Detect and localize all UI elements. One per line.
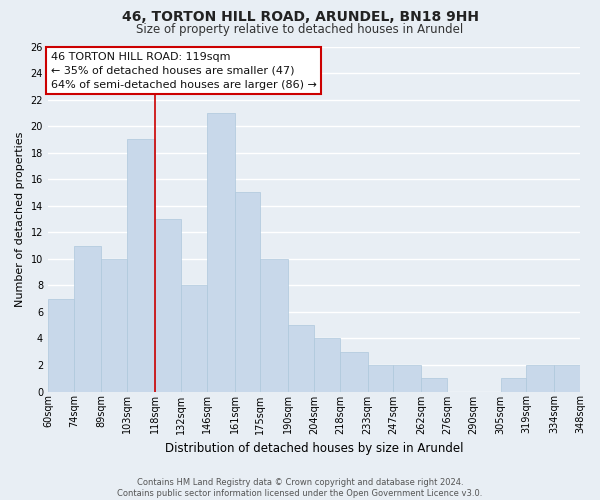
- Bar: [394, 365, 421, 392]
- Bar: [526, 365, 554, 392]
- Bar: [500, 378, 526, 392]
- Bar: [101, 259, 127, 392]
- X-axis label: Distribution of detached houses by size in Arundel: Distribution of detached houses by size …: [165, 442, 463, 455]
- Bar: [48, 298, 74, 392]
- Bar: [314, 338, 340, 392]
- Bar: [181, 286, 207, 392]
- Bar: [554, 365, 580, 392]
- Text: 46 TORTON HILL ROAD: 119sqm
← 35% of detached houses are smaller (47)
64% of sem: 46 TORTON HILL ROAD: 119sqm ← 35% of det…: [50, 52, 316, 90]
- Bar: [368, 365, 394, 392]
- Bar: [260, 259, 288, 392]
- Text: Size of property relative to detached houses in Arundel: Size of property relative to detached ho…: [136, 22, 464, 36]
- Bar: [288, 325, 314, 392]
- Bar: [421, 378, 447, 392]
- Bar: [340, 352, 368, 392]
- Bar: [235, 192, 260, 392]
- Bar: [155, 219, 181, 392]
- Y-axis label: Number of detached properties: Number of detached properties: [15, 132, 25, 306]
- Bar: [207, 113, 235, 392]
- Bar: [127, 140, 155, 392]
- Bar: [74, 246, 101, 392]
- Text: 46, TORTON HILL ROAD, ARUNDEL, BN18 9HH: 46, TORTON HILL ROAD, ARUNDEL, BN18 9HH: [121, 10, 479, 24]
- Text: Contains HM Land Registry data © Crown copyright and database right 2024.
Contai: Contains HM Land Registry data © Crown c…: [118, 478, 482, 498]
